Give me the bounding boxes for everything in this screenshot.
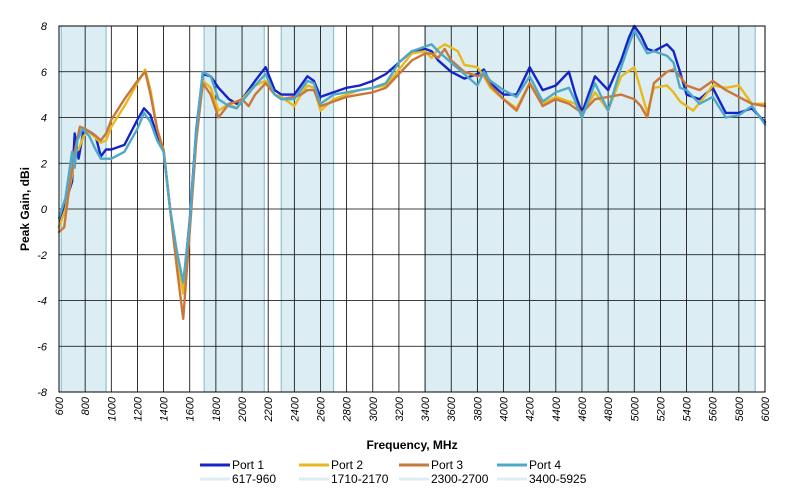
x-tick-label: 1000 — [106, 396, 118, 421]
x-tick-label: 800 — [80, 396, 92, 415]
x-tick-label: 5000 — [629, 396, 641, 421]
x-tick-label: 5400 — [682, 396, 694, 421]
y-tick-label: -8 — [37, 387, 48, 399]
y-tick-label: 2 — [40, 158, 47, 170]
x-tick-label: 600 — [54, 396, 66, 415]
x-tick-labels: 600 800 1000 1200 1400 1600 1800 2000 2200 2400 26… — [54, 396, 772, 422]
legend-label-band: 3400-5925 — [529, 472, 587, 486]
y-tick-label: -4 — [37, 296, 47, 308]
x-tick-label: 2800 — [342, 396, 354, 422]
y-tick-label: -2 — [37, 250, 47, 262]
x-tick-label: 5800 — [734, 396, 746, 421]
y-tick-label: -6 — [37, 341, 48, 353]
legend-label-port-2: Port 2 — [331, 458, 363, 472]
grid-lines — [58, 25, 766, 393]
legend-label-band: 617-960 — [232, 472, 276, 486]
plot-border — [58, 25, 766, 393]
series-line-port-4 — [57, 29, 767, 284]
x-tick-label: 1400 — [159, 396, 171, 421]
series-line-port-1 — [57, 24, 767, 288]
x-tick-label: 6000 — [760, 396, 772, 421]
x-tick-label: 1800 — [211, 396, 223, 421]
x-tick-label: 2200 — [263, 396, 275, 422]
x-tick-label: 1200 — [132, 396, 144, 421]
series-lines — [57, 24, 767, 320]
x-tick-label: 4200 — [525, 396, 537, 421]
legend-label-port-4: Port 4 — [529, 458, 561, 472]
x-axis-title: Frequency, MHz — [366, 438, 457, 452]
series-line-port-3 — [57, 47, 767, 320]
y-tick-labels: -8 -6 -4 -2 0 2 4 6 8 — [37, 21, 48, 399]
y-axis-title: Peak Gain, dBi — [18, 167, 32, 251]
legend-label-band: 1710-2170 — [331, 472, 389, 486]
legend: Port 1 Port 2 Port 3 Port 4 617-960 1710-2170… — [200, 458, 587, 486]
x-tick-label: 5200 — [655, 396, 667, 421]
x-tick-label: 5600 — [708, 396, 720, 421]
legend-label-port-1: Port 1 — [232, 458, 264, 472]
y-tick-label: 6 — [41, 67, 48, 79]
y-tick-label: 4 — [41, 113, 47, 125]
x-tick-label: 4800 — [603, 396, 615, 421]
x-tick-label: 3800 — [472, 396, 484, 421]
x-tick-label: 3000 — [368, 396, 380, 421]
y-tick-label: 8 — [41, 21, 48, 33]
x-tick-label: 3600 — [446, 396, 458, 421]
y-tick-label: 0 — [41, 204, 48, 216]
x-tick-label: 3400 — [420, 396, 432, 421]
x-tick-label: 2600 — [315, 396, 327, 422]
x-tick-label: 4000 — [499, 396, 511, 421]
x-tick-label: 1600 — [185, 396, 197, 421]
x-tick-label: 4400 — [551, 396, 563, 421]
x-tick-label: 3200 — [394, 396, 406, 421]
x-tick-label: 2400 — [289, 396, 301, 422]
legend-label-band: 2300-2700 — [431, 472, 489, 486]
legend-label-port-3: Port 3 — [431, 458, 463, 472]
x-tick-label: 2000 — [237, 396, 249, 422]
x-tick-label: 4600 — [577, 396, 589, 421]
